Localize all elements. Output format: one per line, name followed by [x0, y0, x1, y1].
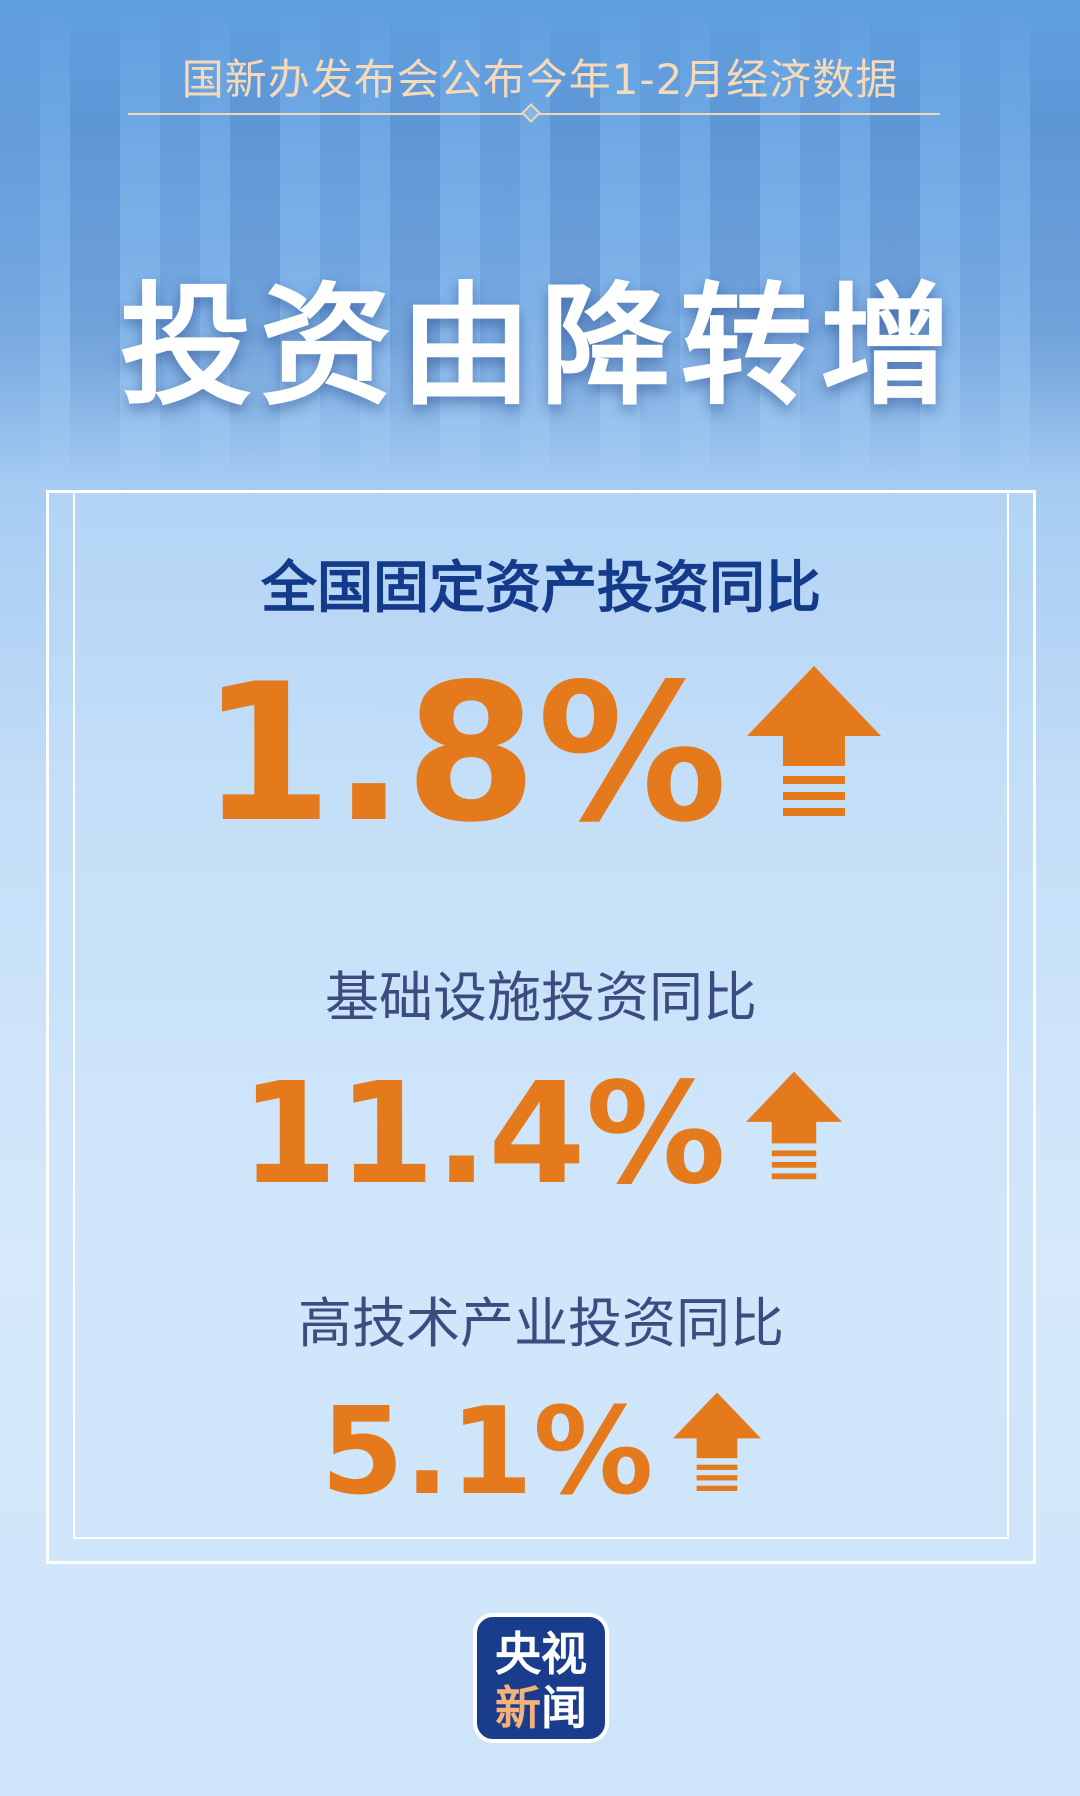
stat-fixed-asset: 1.8%: [49, 643, 1033, 864]
arrow-up-icon: [747, 666, 882, 816]
city-skyline-background: [0, 0, 1080, 480]
stat-value: 11.4%: [240, 1053, 726, 1216]
arrow-up-icon: [673, 1392, 762, 1491]
stat-value: 1.8%: [200, 643, 728, 864]
stat-label-fixed-asset: 全国固定资产投资同比: [261, 556, 821, 621]
stat-infrastructure: 11.4%: [49, 1053, 1033, 1216]
cctv-news-logo: 央视 新闻: [473, 1613, 609, 1743]
stat-label-infrastructure: 基础设施投资同比: [325, 966, 757, 1029]
stat-high-tech: 5.1%: [49, 1383, 1033, 1522]
stat-label-high-tech: 高技术产业投资同比: [298, 1292, 784, 1355]
page-title: 投资由降转增: [120, 270, 960, 424]
stats-panel: 全国固定资产投资同比 1.8% 基础设施投资同比 11.4% 高技术产业投资同比…: [46, 490, 1036, 1564]
stat-value: 5.1%: [320, 1383, 654, 1522]
header-subtitle: 国新办发布会公布今年1-2月经济数据: [181, 55, 899, 104]
arrow-up-icon: [745, 1071, 842, 1180]
